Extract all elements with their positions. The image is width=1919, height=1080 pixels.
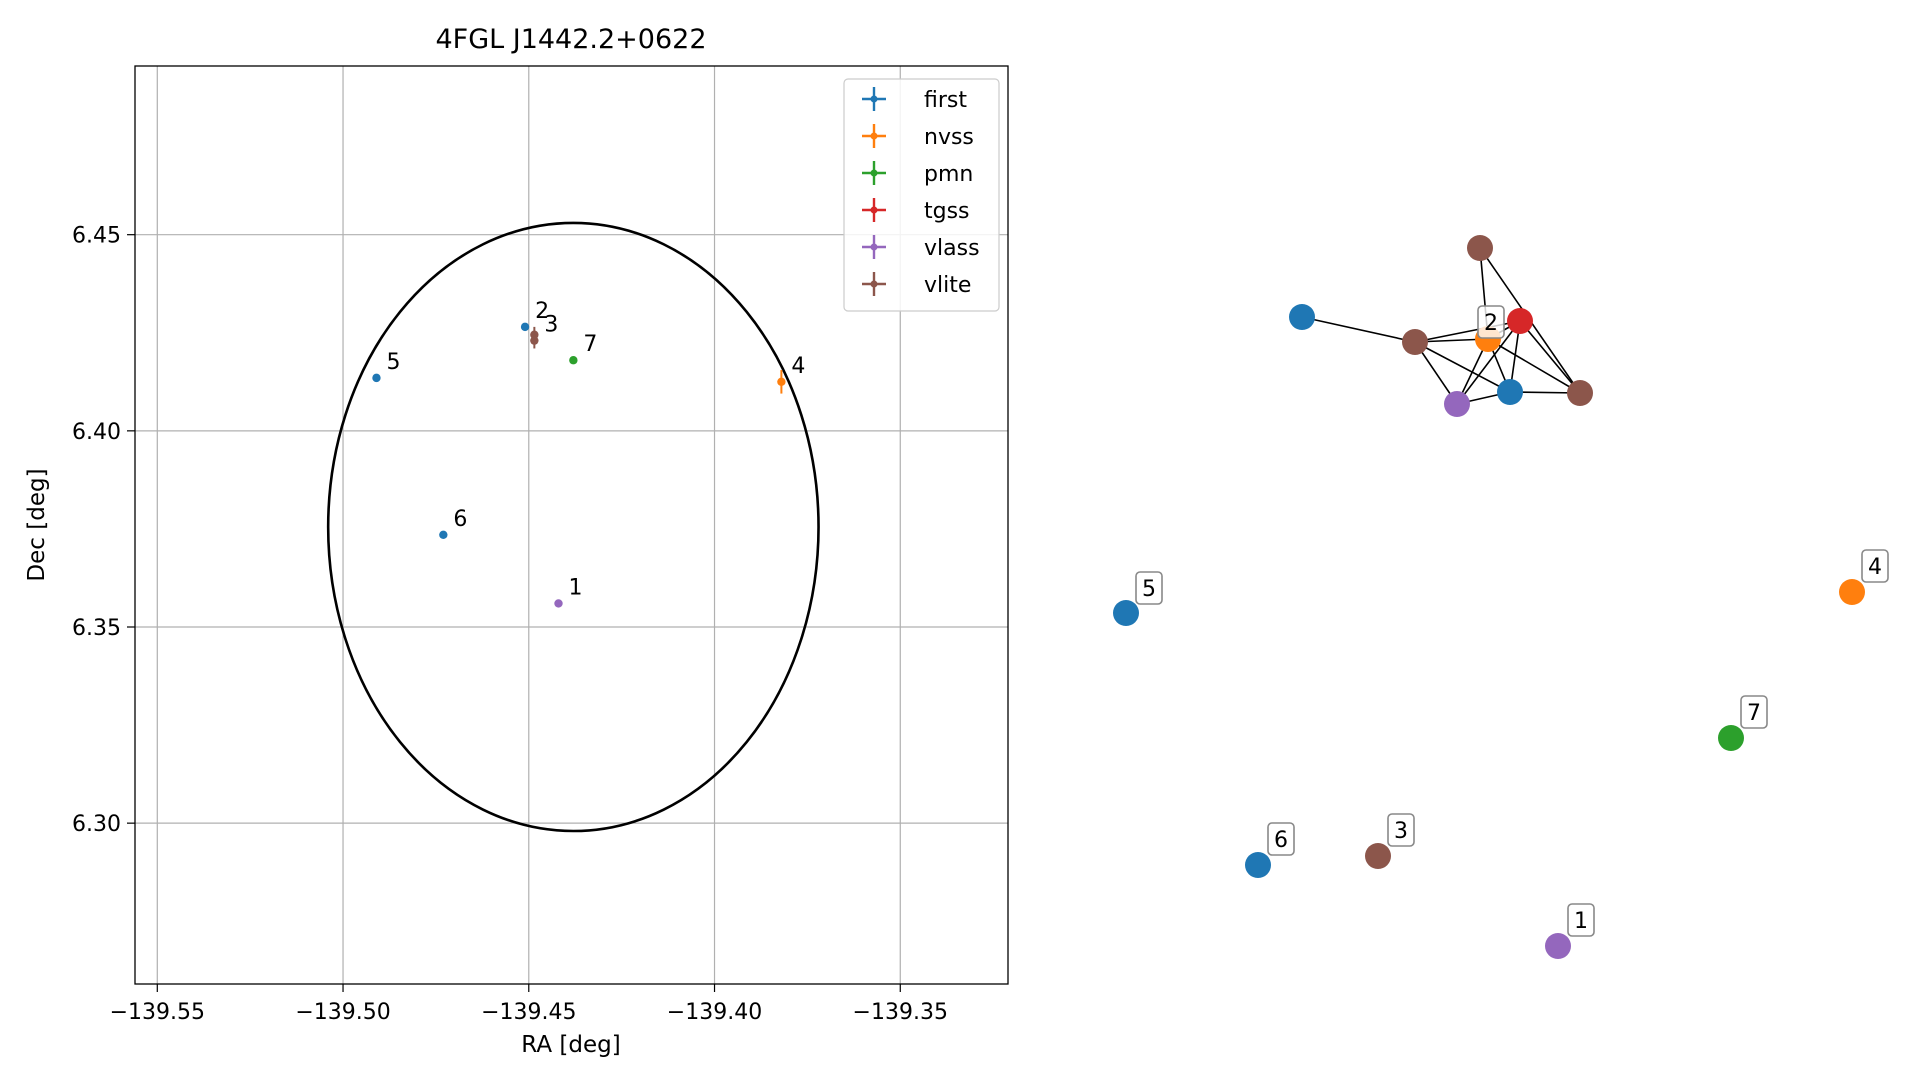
legend-entry: first xyxy=(924,88,967,113)
node-label: 4 xyxy=(1868,555,1882,580)
network-node xyxy=(1113,600,1139,626)
x-tick-label: −139.55 xyxy=(110,1000,205,1025)
y-axis-label: Dec [deg] xyxy=(24,468,50,581)
y-tick-label: 6.40 xyxy=(72,420,121,445)
network-panel: 2 5 4 7 6 3 1 xyxy=(1113,235,1889,959)
node-label: 3 xyxy=(1394,819,1408,844)
network-node xyxy=(1289,304,1315,330)
legend-entry: pmn xyxy=(924,162,973,187)
network-node xyxy=(1507,308,1533,334)
node-label-box xyxy=(1477,305,1505,339)
network-node xyxy=(1497,379,1523,405)
y-tick-label: 6.45 xyxy=(72,224,121,249)
network-node xyxy=(1467,235,1493,261)
chart-title: 4FGL J1442.2+0622 xyxy=(435,24,706,55)
x-tick-label: −139.50 xyxy=(295,1000,390,1025)
point-label: 3 xyxy=(544,313,558,338)
x-axis-ticks: −139.55 −139.50 −139.45 −139.40 −139.35 xyxy=(110,984,948,1025)
x-tick-label: −139.45 xyxy=(481,1000,576,1025)
node-label: 5 xyxy=(1142,577,1156,602)
node-label: 7 xyxy=(1747,701,1761,726)
legend-entry: vlite xyxy=(924,273,971,298)
network-edge xyxy=(1519,320,1581,394)
point-label: 5 xyxy=(386,350,400,375)
legend-marker-dot xyxy=(870,243,878,251)
network-edge xyxy=(1414,341,1511,393)
y-axis-ticks: 6.30 6.35 6.40 6.45 xyxy=(72,224,135,837)
legend-marker-dot xyxy=(870,169,878,177)
network-node xyxy=(1567,380,1593,406)
point-label: 6 xyxy=(453,507,467,532)
node-label: 1 xyxy=(1574,909,1588,934)
network-node xyxy=(1245,852,1271,878)
node-label-box xyxy=(1267,822,1295,856)
y-tick-label: 6.35 xyxy=(72,616,121,641)
data-point-first xyxy=(520,322,530,332)
point-label: 1 xyxy=(568,575,582,600)
uncertainty-ellipse xyxy=(326,221,820,833)
legend-marker-dot xyxy=(870,132,878,140)
network-node xyxy=(1718,725,1744,751)
legend-entry: nvss xyxy=(924,125,974,150)
legend-entry: vlass xyxy=(924,236,980,261)
point-label: 4 xyxy=(791,354,805,379)
node-label-box xyxy=(1135,571,1163,605)
node-label: 2 xyxy=(1484,311,1498,336)
legend-marker-dot xyxy=(870,280,878,288)
point-label: 7 xyxy=(583,332,597,357)
network-node xyxy=(1365,843,1391,869)
data-point-first xyxy=(372,373,381,383)
legend-box xyxy=(843,78,1000,312)
node-label-box xyxy=(1861,549,1889,583)
data-point-vlite xyxy=(530,336,539,345)
data-point-vlass xyxy=(554,599,563,608)
legend-marker-dot xyxy=(870,206,878,214)
point-label: 2 xyxy=(535,299,549,324)
network-nodes: 2 5 4 7 6 3 1 xyxy=(1113,235,1889,959)
y-tick-label: 6.30 xyxy=(72,812,121,837)
data-point-nvss xyxy=(777,377,786,387)
network-node xyxy=(1402,329,1428,355)
legend-entry: tgss xyxy=(924,199,970,224)
network-node xyxy=(1444,391,1470,417)
network-node xyxy=(1839,579,1865,605)
network-edge xyxy=(1456,320,1521,405)
plot-frame xyxy=(134,65,1009,985)
network-edge xyxy=(1487,338,1581,394)
legend-marker-dot xyxy=(870,95,878,103)
node-label: 6 xyxy=(1274,828,1288,853)
node-label-box xyxy=(1740,695,1768,729)
data-point-first xyxy=(439,530,448,540)
data-point-pmn xyxy=(569,356,578,365)
grid xyxy=(135,66,1008,984)
network-edges xyxy=(1301,247,1581,405)
node-label-box xyxy=(1387,813,1415,847)
node-label-box xyxy=(1567,903,1595,937)
x-tick-label: −139.40 xyxy=(667,1000,762,1025)
ellipse-layer xyxy=(326,221,820,833)
network-edge xyxy=(1301,316,1416,343)
network-node xyxy=(1545,933,1571,959)
legend: first nvss pmn tgss vlass vlite xyxy=(843,78,1000,312)
points-layer: 2 5 6 4 7 1 3 xyxy=(372,299,805,608)
x-tick-label: −139.35 xyxy=(853,1000,948,1025)
x-axis-label: RA [deg] xyxy=(521,1032,620,1058)
